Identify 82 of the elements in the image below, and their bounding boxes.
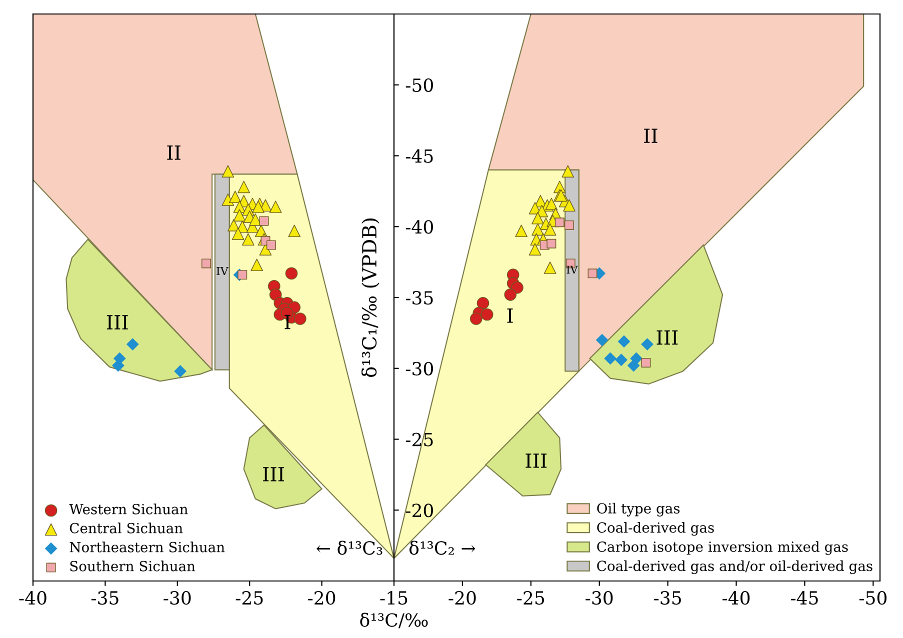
x-tick-label: -35	[91, 591, 118, 605]
x-tick-label: -45	[790, 591, 818, 605]
point	[126, 338, 139, 350]
point	[294, 312, 306, 325]
point	[269, 200, 282, 213]
legend-label: Carbon isotope inversion mixed gas	[597, 541, 848, 555]
y-tick-label: -40	[406, 220, 433, 234]
point	[546, 238, 556, 248]
y-tick-label: -20	[406, 504, 433, 518]
annotation: IV	[566, 266, 578, 274]
annotation: IV	[216, 266, 228, 276]
y-tick-label: -35	[406, 290, 433, 305]
point	[544, 223, 556, 236]
y-tick-label: -30	[406, 362, 433, 376]
x-tick-label: -25	[236, 591, 263, 605]
x-tick-label: -30	[164, 591, 191, 605]
legend-label: Central Sichuan	[70, 522, 183, 534]
point	[238, 180, 250, 194]
point	[232, 228, 244, 240]
legend-label: Coal-derived gas	[597, 522, 714, 536]
point	[222, 165, 234, 178]
point	[604, 352, 617, 365]
y-axis-title: δ¹³C₁/‰ (VPDB)	[361, 218, 380, 378]
annotation: III	[106, 315, 128, 330]
point	[480, 308, 494, 321]
legend-label: Coal-derived gas and/or oil-derived gas	[597, 560, 872, 574]
x-axis-title: δ¹³C/‰	[360, 612, 428, 628]
point	[641, 358, 651, 368]
annotation: I	[507, 308, 513, 323]
point	[504, 288, 517, 301]
point	[532, 212, 544, 224]
point	[174, 365, 186, 378]
legend-label: Southern Sichuan	[70, 560, 196, 572]
point	[515, 224, 528, 238]
annotation: III	[263, 467, 284, 482]
point	[562, 165, 574, 178]
legend-label: Western Sichuan	[69, 504, 188, 514]
point	[242, 233, 254, 246]
x-tick-label: -20	[308, 591, 336, 605]
annotation: ← δ¹³C₃	[316, 540, 382, 555]
y-tick-label: -50	[406, 78, 433, 92]
x-tick-label: -40	[19, 591, 46, 605]
point	[259, 216, 269, 226]
point	[564, 220, 574, 230]
point	[233, 209, 246, 222]
point	[252, 200, 264, 213]
x-tick-label: -25	[517, 591, 544, 605]
point	[588, 268, 598, 278]
point	[528, 243, 542, 256]
annotation: III	[526, 454, 547, 468]
point	[288, 224, 301, 238]
x-tick-label: -30	[586, 591, 613, 605]
point	[470, 312, 482, 325]
point	[229, 190, 242, 204]
point	[238, 270, 248, 280]
x-tick-label: -35	[654, 591, 681, 605]
point	[202, 258, 212, 268]
y-tick-label: -45	[406, 149, 433, 163]
point	[627, 359, 640, 372]
point	[615, 354, 628, 366]
point	[476, 297, 490, 310]
point	[596, 334, 608, 346]
x-tick-label: -50	[859, 591, 886, 605]
point	[544, 262, 556, 274]
point	[250, 258, 263, 272]
point	[266, 240, 276, 250]
point	[618, 335, 630, 348]
point	[285, 267, 298, 280]
annotation: δ¹³C₂ →	[409, 540, 476, 555]
annotation: II	[167, 146, 180, 160]
x-tick-label: -15	[380, 591, 408, 605]
x-tick-label: -20	[448, 591, 476, 605]
x-tick-label: -40	[722, 591, 750, 605]
annotation: III	[656, 330, 678, 345]
point	[641, 338, 654, 350]
point	[249, 213, 262, 226]
point	[545, 198, 558, 210]
point	[554, 218, 564, 228]
legend-label: Northeastern Sichuan	[70, 542, 225, 552]
point	[563, 199, 576, 212]
legend-label: Oil type gas	[597, 502, 680, 516]
annotation: II	[644, 128, 658, 143]
